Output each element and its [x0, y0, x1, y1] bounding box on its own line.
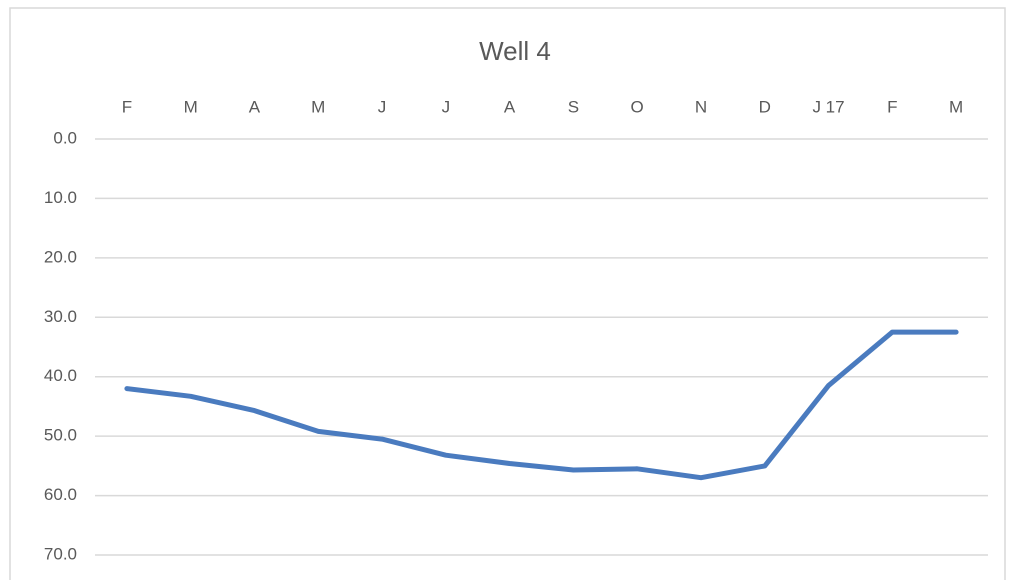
x-tick-label: M — [311, 97, 325, 116]
x-tick-label: A — [249, 97, 261, 116]
x-tick-label: D — [759, 97, 771, 116]
x-tick-label: F — [122, 97, 132, 116]
x-tick-label: J — [442, 97, 451, 116]
x-tick-label: J — [378, 97, 387, 116]
x-tick-label: N — [695, 97, 707, 116]
y-tick-label: 20.0 — [44, 247, 77, 266]
y-tick-label: 70.0 — [44, 544, 77, 563]
y-tick-label: 30.0 — [44, 307, 77, 326]
chart-title: Well 4 — [479, 36, 551, 66]
y-tick-label: 60.0 — [44, 485, 77, 504]
y-tick-label: 50.0 — [44, 426, 77, 445]
chart-frame — [9, 7, 1006, 580]
x-tick-label: O — [631, 97, 644, 116]
y-tick-label: 0.0 — [53, 128, 77, 147]
x-tick-label: A — [504, 97, 516, 116]
x-tick-label: M — [184, 97, 198, 116]
x-tick-label: S — [568, 97, 579, 116]
x-tick-label: J 17 — [812, 97, 844, 116]
data-line — [124, 329, 959, 481]
x-tick-label: F — [887, 97, 897, 116]
y-tick-label: 40.0 — [44, 366, 77, 385]
y-tick-label: 10.0 — [44, 188, 77, 207]
x-tick-label: M — [949, 97, 963, 116]
